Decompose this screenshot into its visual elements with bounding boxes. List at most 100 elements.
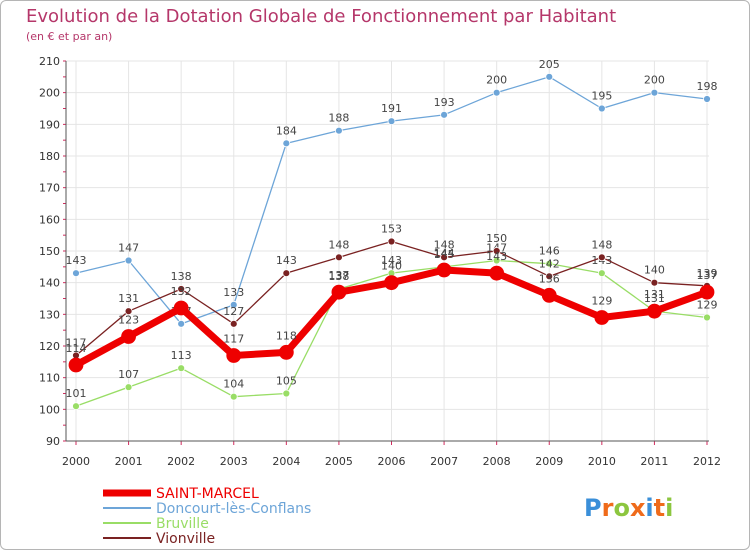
data-point-2005 (331, 284, 347, 300)
data-point-2007 (440, 110, 448, 119)
data-label-2005: 148 (328, 238, 349, 251)
data-point-2002 (177, 364, 186, 373)
chart-title: Evolution de la Dotation Globale de Fonc… (26, 6, 616, 27)
data-label-2004: 184 (276, 124, 297, 137)
data-point-2007 (440, 253, 448, 262)
data-label-2002: 132 (171, 285, 192, 298)
plot-area: 90 100 110 120 130 140 150 160 170 180 190 200 210 20… (39, 55, 721, 468)
data-point-2001 (124, 307, 133, 316)
x-tick-label-2002: 2002 (167, 455, 195, 468)
brand-letter: r (602, 494, 614, 522)
data-point-2006 (384, 275, 399, 291)
data-label-2010: 129 (591, 295, 612, 308)
data-point-2001 (124, 383, 133, 392)
data-point-2011 (647, 303, 662, 319)
data-label-2012: 139 (697, 267, 718, 280)
data-point-2002 (173, 300, 189, 316)
brand-letter: i (645, 494, 653, 522)
data-point-2010 (597, 269, 606, 278)
data-point-2009 (545, 72, 554, 81)
data-point-2009 (545, 272, 554, 281)
data-label-2005: 188 (328, 112, 349, 125)
x-tick-label-2003: 2003 (220, 455, 248, 468)
legend-item-vionville: Vionville (103, 531, 215, 547)
x-tick-label-2004: 2004 (272, 455, 300, 468)
data-label-2000: 101 (66, 387, 87, 400)
y-tick-label-160: 160 (39, 213, 60, 226)
y-tick-label-200: 200 (39, 87, 60, 100)
data-label-2004: 105 (276, 375, 297, 388)
legend-label: SAINT-MARCEL (156, 486, 259, 502)
brand-letter: o (613, 494, 630, 522)
x-tick-label-2011: 2011 (640, 455, 668, 468)
data-label-2004: 118 (276, 329, 297, 342)
x-tick-label-2005: 2005 (325, 455, 353, 468)
data-point-2012 (699, 284, 715, 300)
data-label-2012: 137 (697, 269, 718, 282)
data-point-2003 (226, 348, 242, 363)
data-label-2008: 143 (486, 250, 507, 263)
data-point-2004 (278, 344, 294, 360)
data-point-2000 (72, 402, 80, 411)
data-label-2008: 150 (486, 232, 507, 245)
data-point-2010 (594, 310, 610, 325)
data-point-2003 (229, 319, 238, 328)
data-label-2000: 117 (66, 337, 87, 350)
data-label-2003: 117 (223, 333, 244, 346)
data-label-2003: 127 (223, 305, 244, 318)
data-label-2012: 198 (697, 80, 718, 93)
data-point-2003 (229, 300, 238, 309)
series-vionville: 117 131 138 127 143 148 153 148 150 142 148 140 139 (66, 223, 718, 360)
y-tick-label-100: 100 (39, 403, 60, 416)
data-point-2007 (436, 262, 452, 278)
data-label-2011: 140 (644, 264, 665, 277)
data-label-2005: 137 (328, 269, 349, 282)
data-label-2011: 131 (644, 288, 665, 301)
data-point-2002 (177, 319, 186, 328)
data-point-2011 (650, 88, 659, 97)
data-label-2007: 144 (434, 247, 455, 260)
data-label-2007: 148 (434, 238, 455, 251)
x-tick-label-2006: 2006 (378, 455, 406, 468)
chart-subtitle: (en € et par an) (26, 30, 112, 43)
x-tick-label-2010: 2010 (588, 455, 616, 468)
data-point-2008 (492, 247, 501, 255)
data-label-2012: 129 (697, 299, 718, 312)
data-label-2010: 148 (591, 238, 612, 251)
y-tick-label-90: 90 (46, 435, 60, 448)
y-tick-label-120: 120 (39, 340, 60, 353)
legend-label: Vionville (156, 531, 215, 547)
data-point-2002 (177, 285, 186, 293)
data-point-2003 (229, 392, 238, 401)
data-label-2009: 205 (539, 58, 560, 71)
proxiti-logo: Proxiti (584, 494, 673, 522)
data-point-2001 (121, 329, 136, 344)
legend-label: Doncourt-lès-Conflans (156, 501, 311, 517)
data-label-2006: 191 (381, 102, 402, 115)
data-point-2009 (545, 259, 554, 268)
legend-item-bruville: Bruville (103, 516, 209, 532)
y-tick-label-210: 210 (39, 55, 60, 68)
data-point-2004 (282, 269, 291, 278)
data-label-2004: 143 (276, 254, 297, 267)
legend-item-saint-marcel: SAINT-MARCEL (103, 486, 259, 502)
data-label-2000: 143 (66, 254, 87, 267)
x-tick-label-2000: 2000 (62, 455, 90, 468)
data-label-2002: 113 (171, 349, 192, 362)
data-point-2004 (282, 389, 291, 398)
data-point-2008 (492, 256, 501, 265)
data-label-2009: 142 (539, 257, 560, 270)
data-point-2000 (72, 269, 80, 278)
data-point-2001 (124, 256, 133, 265)
data-point-2012 (703, 313, 711, 322)
data-point-2009 (541, 287, 557, 303)
x-tick-label-2008: 2008 (483, 455, 511, 468)
data-label-2007: 193 (434, 96, 455, 109)
data-label-2002: 138 (171, 270, 192, 283)
x-tick-label-2012: 2012 (693, 455, 721, 468)
x-tick-label-2001: 2001 (115, 455, 143, 468)
y-tick-label-170: 170 (39, 182, 60, 195)
data-label-2001: 131 (118, 292, 139, 305)
data-point-2006 (387, 237, 396, 246)
